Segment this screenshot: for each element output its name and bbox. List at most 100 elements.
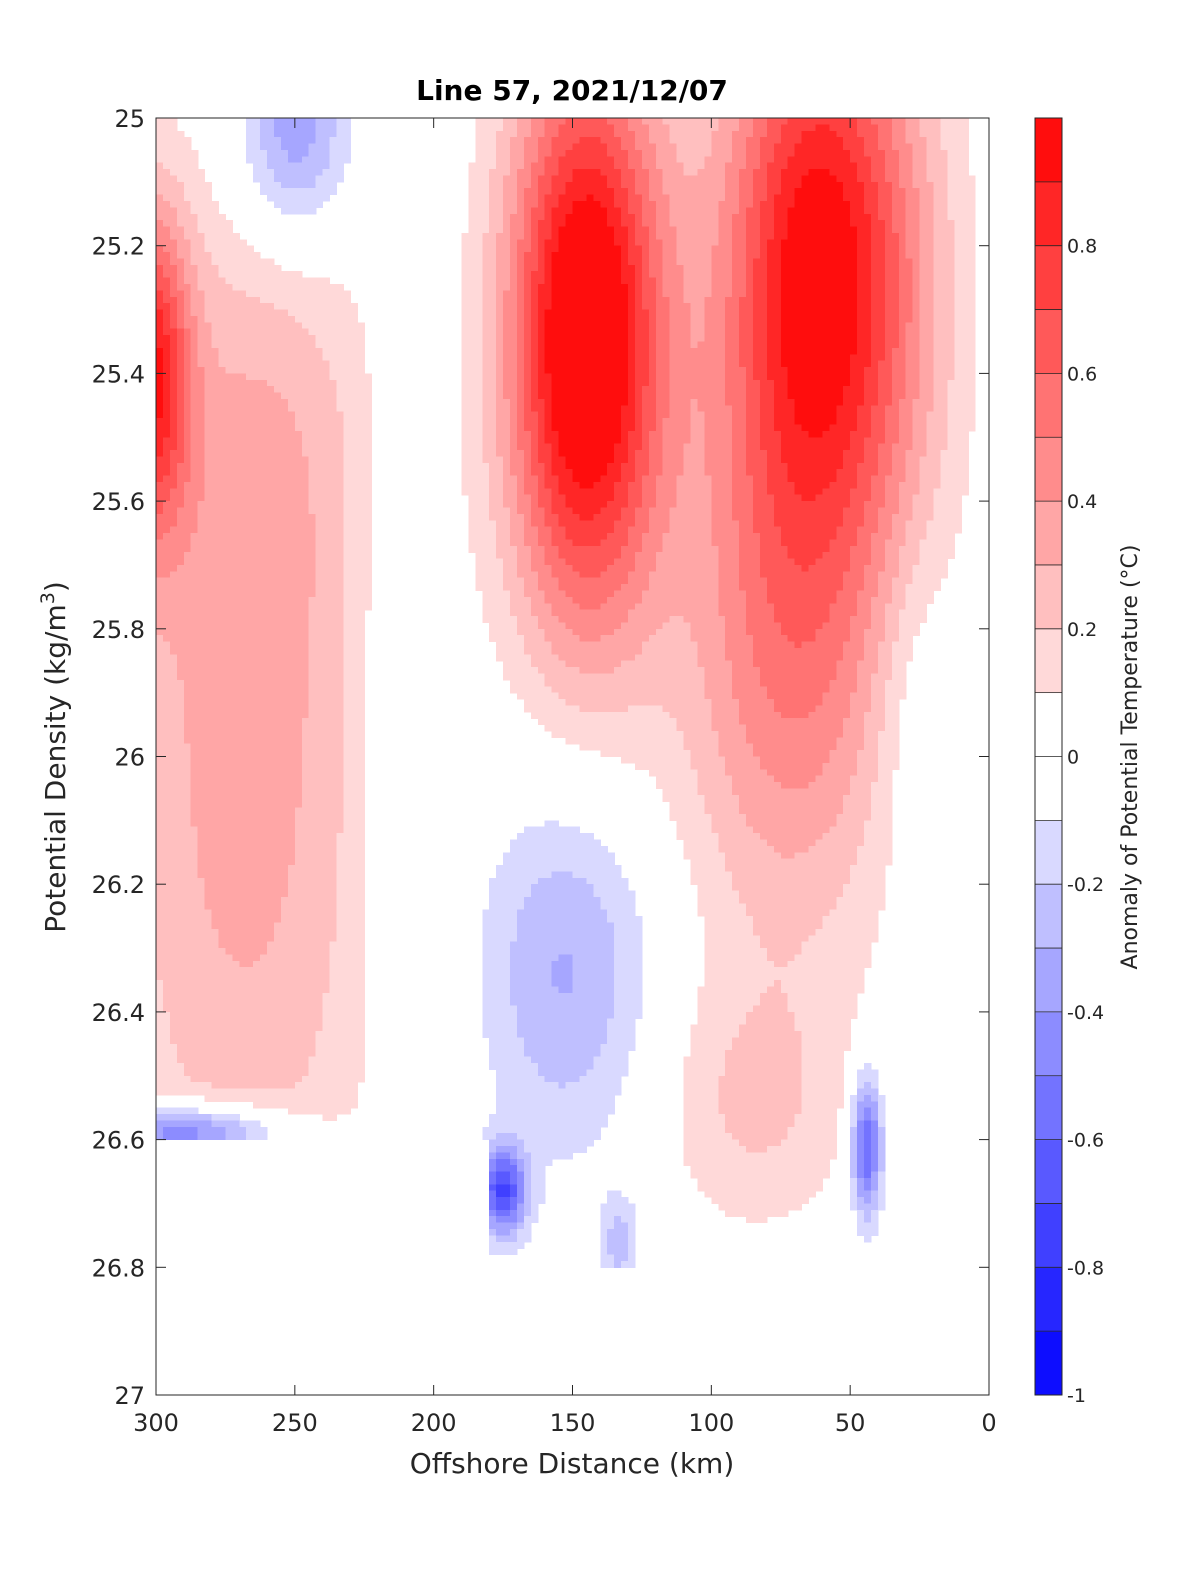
heatmap-cell <box>503 201 511 208</box>
heatmap-cell <box>350 322 358 330</box>
heatmap-cell <box>232 430 240 438</box>
heatmap-cell <box>350 839 358 847</box>
heatmap-cell <box>267 373 275 381</box>
heatmap-cell <box>253 909 261 917</box>
heatmap-cell <box>211 820 220 828</box>
heatmap-cell <box>239 609 247 617</box>
heatmap-cell <box>232 616 240 624</box>
heatmap-cell <box>329 845 338 853</box>
heatmap-cell <box>211 845 220 853</box>
heatmap-cell <box>162 520 171 528</box>
heatmap-cell <box>475 469 483 477</box>
heatmap-cell <box>253 884 261 892</box>
heatmap-cell <box>156 354 164 362</box>
heatmap-cell <box>475 501 483 509</box>
heatmap-cell <box>190 181 199 189</box>
heatmap-cell <box>489 213 497 221</box>
heatmap-cell <box>246 1043 254 1051</box>
heatmap-cell <box>204 794 213 802</box>
heatmap-cell <box>253 813 261 821</box>
heatmap-cell <box>211 609 220 617</box>
heatmap-cell <box>301 954 310 962</box>
heatmap-cell <box>239 328 247 336</box>
heatmap-cell <box>461 481 469 489</box>
heatmap-cell <box>162 188 171 196</box>
heatmap-cell <box>461 284 469 291</box>
heatmap-cell <box>322 788 331 796</box>
heatmap-cell <box>343 1082 351 1090</box>
heatmap-cell <box>162 877 171 885</box>
heatmap-cell <box>287 1062 296 1070</box>
heatmap-cell <box>315 481 324 489</box>
heatmap-cell <box>204 954 213 962</box>
heatmap-cell <box>225 986 233 994</box>
heatmap-cell <box>239 296 247 304</box>
heatmap-cell <box>322 1005 331 1013</box>
heatmap-cell <box>218 967 227 975</box>
heatmap-cell <box>169 564 178 572</box>
heatmap-cell <box>322 979 331 987</box>
heatmap-cell <box>260 443 268 451</box>
heatmap-cell <box>260 1069 268 1077</box>
heatmap-cell <box>336 1050 345 1058</box>
heatmap-cell <box>176 826 185 834</box>
heatmap-cell <box>218 520 227 528</box>
heatmap-cell <box>225 520 233 528</box>
heatmap-cell <box>190 686 199 694</box>
heatmap-cell <box>301 430 310 438</box>
heatmap-cell <box>211 526 220 534</box>
heatmap-cell <box>468 405 476 413</box>
heatmap-cell <box>267 1037 275 1045</box>
heatmap-cell <box>218 692 227 700</box>
heatmap-cell <box>280 175 289 183</box>
heatmap-cell <box>183 564 192 572</box>
heatmap-cell <box>162 124 171 132</box>
heatmap-cell <box>225 398 233 406</box>
heatmap-cell <box>183 820 192 828</box>
heatmap-cell <box>503 239 511 247</box>
heatmap-cell <box>308 833 317 841</box>
heatmap-cell <box>225 456 233 464</box>
heatmap-cell <box>329 1114 338 1122</box>
heatmap-cell <box>274 686 282 694</box>
heatmap-cell <box>274 986 282 994</box>
heatmap-cell <box>301 481 310 489</box>
heatmap-cell <box>357 558 365 566</box>
heatmap-cell <box>162 335 171 343</box>
heatmap-cell <box>253 992 261 1000</box>
heatmap-cell <box>183 865 192 873</box>
heatmap-cell <box>204 667 213 675</box>
heatmap-cell <box>336 699 345 707</box>
heatmap-cell <box>176 335 185 343</box>
heatmap-cell <box>357 552 365 560</box>
heatmap-cell <box>260 718 268 726</box>
heatmap-cell <box>169 149 178 157</box>
heatmap-cell <box>294 379 303 387</box>
heatmap-cell <box>260 609 268 617</box>
heatmap-cell <box>211 679 220 687</box>
heatmap-cell <box>489 1248 497 1256</box>
heatmap-cell <box>343 1018 351 1026</box>
heatmap-cell <box>169 571 178 579</box>
heatmap-cell <box>280 667 289 675</box>
heatmap-cell <box>503 284 511 291</box>
heatmap-cell <box>232 941 240 949</box>
heatmap-cell <box>253 494 261 502</box>
heatmap-cell <box>156 475 164 483</box>
heatmap-cell <box>218 762 227 770</box>
heatmap-cell <box>301 692 310 700</box>
heatmap-cell <box>461 271 469 279</box>
heatmap-cell <box>260 501 268 509</box>
heatmap-cell <box>218 577 227 585</box>
heatmap-cell <box>336 967 345 975</box>
heatmap-cell <box>169 507 178 515</box>
heatmap-cell <box>357 481 365 489</box>
heatmap-cell <box>267 1088 275 1096</box>
heatmap-cell <box>156 1031 164 1039</box>
heatmap-cell <box>260 820 268 828</box>
heatmap-cell <box>287 418 296 426</box>
heatmap-cell <box>329 973 338 981</box>
heatmap-cell <box>308 916 317 924</box>
heatmap-cell <box>260 411 268 419</box>
heatmap-cell <box>357 922 365 930</box>
